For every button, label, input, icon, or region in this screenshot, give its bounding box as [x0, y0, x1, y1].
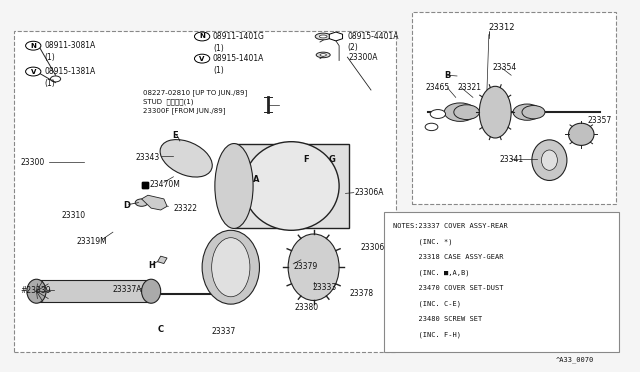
Circle shape: [195, 54, 210, 63]
Circle shape: [319, 163, 328, 168]
Text: (1): (1): [213, 44, 224, 53]
Text: 23470 COVER SET-DUST: 23470 COVER SET-DUST: [394, 285, 504, 291]
Text: 23341: 23341: [500, 155, 524, 164]
Circle shape: [26, 41, 41, 50]
Text: 23318 CASE ASSY-GEAR: 23318 CASE ASSY-GEAR: [394, 254, 504, 260]
Text: F: F: [303, 155, 308, 164]
Polygon shape: [330, 32, 342, 41]
FancyBboxPatch shape: [36, 280, 151, 302]
Ellipse shape: [27, 279, 46, 303]
Circle shape: [308, 163, 319, 169]
Text: (2): (2): [348, 43, 358, 52]
Text: 23343: 23343: [135, 153, 159, 162]
Text: 23337: 23337: [212, 327, 236, 336]
FancyBboxPatch shape: [14, 31, 396, 352]
Text: 23480 SCREW SET: 23480 SCREW SET: [394, 316, 483, 322]
Text: 23306A: 23306A: [355, 188, 384, 197]
Text: 23465: 23465: [425, 83, 449, 92]
Ellipse shape: [541, 150, 557, 170]
Text: ^A33_0070: ^A33_0070: [556, 357, 594, 363]
Text: 23379: 23379: [293, 262, 317, 270]
Text: G: G: [328, 155, 335, 164]
Text: 08227-02810 [UP TO JUN./89]: 08227-02810 [UP TO JUN./89]: [143, 89, 247, 96]
Polygon shape: [141, 195, 167, 210]
Text: A: A: [253, 175, 260, 184]
Text: 23357: 23357: [588, 116, 612, 125]
Text: #23339: #23339: [20, 286, 51, 295]
Text: 23300: 23300: [20, 157, 45, 167]
FancyBboxPatch shape: [412, 13, 616, 205]
Text: 23378: 23378: [350, 289, 374, 298]
Text: (INC. *): (INC. *): [394, 238, 452, 245]
Text: D: D: [124, 201, 131, 210]
Text: 08915-1401A: 08915-1401A: [213, 54, 264, 63]
Text: (INC. C-E): (INC. C-E): [394, 301, 461, 307]
Text: 23310: 23310: [62, 211, 86, 220]
Text: NOTES:23337 COVER ASSY-REAR: NOTES:23337 COVER ASSY-REAR: [394, 223, 508, 229]
Text: STUD  スタッド(1): STUD スタッド(1): [143, 99, 193, 105]
Text: 23470M: 23470M: [149, 180, 180, 189]
Circle shape: [513, 104, 541, 120]
Text: E: E: [172, 131, 178, 140]
Ellipse shape: [202, 230, 259, 304]
Text: 23312: 23312: [489, 23, 515, 32]
Circle shape: [135, 199, 148, 206]
Circle shape: [195, 32, 210, 41]
Text: 23321: 23321: [457, 83, 481, 92]
Circle shape: [51, 76, 61, 82]
Text: 23306: 23306: [360, 243, 385, 252]
Circle shape: [444, 103, 476, 121]
Ellipse shape: [160, 140, 212, 177]
Ellipse shape: [141, 279, 161, 303]
Ellipse shape: [479, 86, 511, 138]
Text: N: N: [199, 33, 205, 39]
Text: V: V: [200, 56, 205, 62]
Circle shape: [430, 110, 445, 118]
Text: 23322: 23322: [173, 204, 197, 214]
Text: (INC. F-H): (INC. F-H): [394, 331, 461, 338]
Polygon shape: [157, 256, 167, 263]
Ellipse shape: [568, 123, 594, 145]
Ellipse shape: [319, 35, 327, 38]
Circle shape: [26, 67, 41, 76]
Text: V: V: [31, 68, 36, 74]
Ellipse shape: [320, 54, 326, 56]
Text: B: B: [444, 71, 451, 80]
Ellipse shape: [244, 142, 339, 230]
Text: (INC. ■,A,B): (INC. ■,A,B): [394, 269, 470, 276]
Text: 08915-1381A: 08915-1381A: [44, 67, 95, 76]
Text: H: H: [148, 261, 155, 270]
Ellipse shape: [316, 52, 330, 58]
FancyBboxPatch shape: [234, 144, 349, 228]
Ellipse shape: [215, 144, 253, 228]
Text: 08911-3081A: 08911-3081A: [44, 41, 95, 50]
Text: 23337A: 23337A: [113, 285, 143, 294]
FancyBboxPatch shape: [384, 212, 620, 352]
Text: 23319M: 23319M: [77, 237, 108, 246]
Ellipse shape: [288, 234, 339, 301]
Text: (1): (1): [44, 79, 55, 88]
Circle shape: [454, 105, 479, 119]
Text: 23354: 23354: [492, 62, 516, 72]
Text: 08911-1401G: 08911-1401G: [213, 32, 265, 41]
Circle shape: [425, 123, 438, 131]
Text: (1): (1): [213, 66, 224, 75]
Text: 23333: 23333: [312, 283, 337, 292]
Text: 23300A: 23300A: [349, 53, 378, 62]
Text: C: C: [157, 325, 164, 334]
Text: 08915-4401A: 08915-4401A: [348, 32, 399, 41]
Text: (1): (1): [44, 53, 55, 62]
Text: 23300F [FROM JUN./89]: 23300F [FROM JUN./89]: [143, 107, 225, 114]
Circle shape: [522, 106, 545, 119]
Text: 23380: 23380: [294, 302, 319, 312]
Ellipse shape: [532, 140, 567, 180]
Ellipse shape: [212, 238, 250, 297]
Ellipse shape: [316, 33, 331, 40]
Text: N: N: [30, 43, 36, 49]
